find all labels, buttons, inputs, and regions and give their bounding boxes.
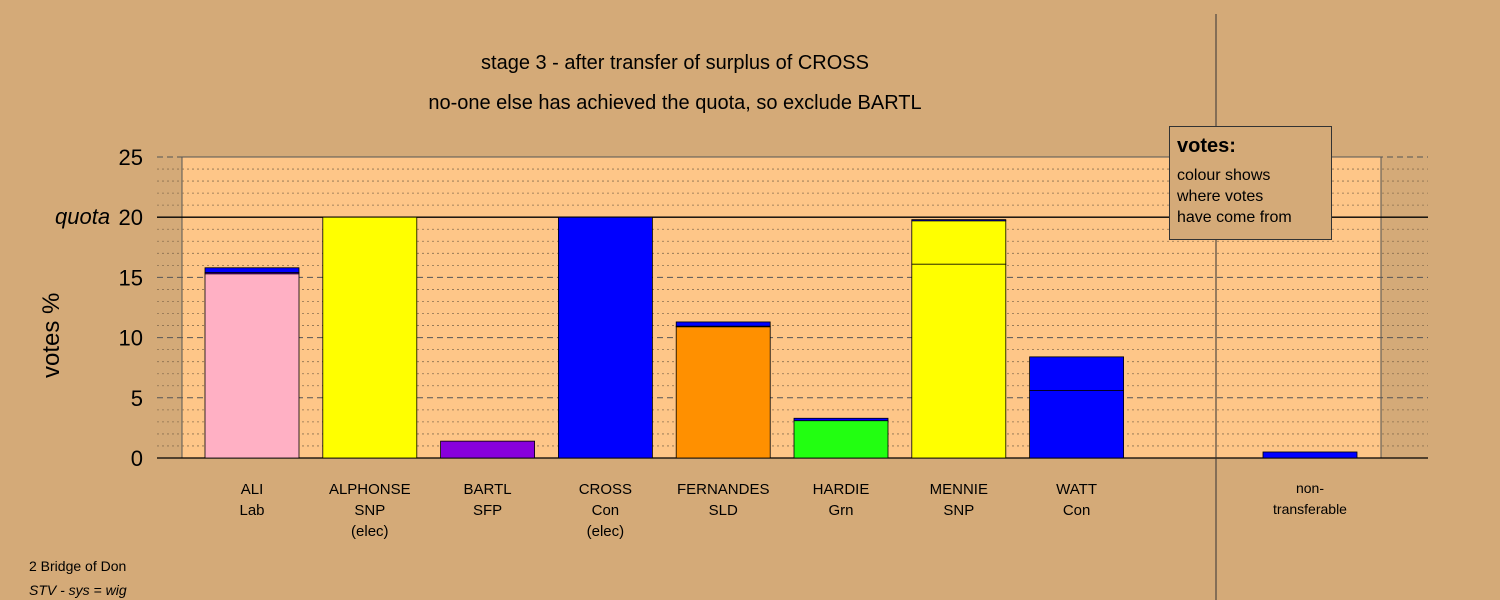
bar-mennie-segment: [911, 219, 1007, 222]
bar-watt-segment: [1029, 356, 1124, 391]
x-tick-label: CROSS: [579, 481, 632, 498]
y-axis-label: votes %: [38, 292, 65, 378]
y-axis: 0 5 10 15 20 25: [119, 145, 143, 471]
x-tick-label: MENNIE: [930, 481, 988, 498]
chart-title: stage 3 - after transfer of surplus of C…: [481, 52, 869, 74]
system-note: STV - sys = wig: [29, 582, 127, 598]
bar-hardie-segment: [793, 420, 889, 459]
legend-heading: votes:: [1177, 135, 1236, 157]
x-tick-label: FERNANDES: [677, 481, 770, 498]
x-tick-label: WATT: [1056, 481, 1097, 498]
x-tick-label: SLD: [709, 502, 738, 519]
x-tick-label: SNP: [354, 502, 385, 519]
bar-fernandes-segment: [675, 326, 771, 459]
x-tick-label: SNP: [943, 502, 974, 519]
legend-box: votes: colour shows where votes have com…: [1169, 126, 1332, 240]
bar-ali-segment: [204, 273, 300, 459]
x-tick-label: HARDIE: [813, 481, 870, 498]
x-tick-label: (elec): [351, 523, 389, 540]
x-tick-label: Lab: [239, 502, 264, 519]
bar-non-transferable-segment: [1262, 451, 1358, 459]
bar-watt-segment: [1029, 390, 1124, 459]
ward-name: 2 Bridge of Don: [29, 558, 127, 574]
bar-fernandes-segment: [675, 321, 771, 327]
x-tick-label: Con: [592, 502, 620, 519]
x-tick-label: transferable: [1273, 501, 1347, 517]
x-tick-label: ALI: [241, 481, 264, 498]
y-tick-label: 0: [131, 446, 143, 471]
bar-mennie-segment: [911, 263, 1007, 459]
x-tick-label: Grn: [828, 502, 853, 519]
x-tick-label: SFP: [473, 502, 502, 519]
legend-line: have come from: [1177, 209, 1292, 226]
bar-alphonse-segment: [322, 216, 418, 459]
bar-cross-segment: [558, 216, 653, 459]
y-tick-label: 20: [119, 205, 143, 230]
x-axis-labels: ALI Lab ALPHONSE SNP (elec) BARTL SFP CROSS Con (…: [239, 480, 1347, 540]
x-tick-label: non-: [1296, 480, 1324, 496]
legend-line: where votes: [1177, 188, 1264, 205]
x-tick-label: (elec): [587, 523, 625, 540]
bar-hardie-segment: [793, 417, 889, 422]
y-tick-label: 10: [119, 326, 143, 351]
y-tick-label: 5: [131, 386, 143, 411]
x-tick-label: ALPHONSE: [329, 481, 411, 498]
bar-ali-segment: [204, 267, 300, 273]
y-tick-label: 15: [119, 265, 143, 290]
quota-label: quota: [55, 204, 111, 229]
x-tick-label: Con: [1063, 502, 1091, 519]
bars: [204, 216, 1358, 459]
legend-line: colour shows: [1177, 167, 1271, 184]
y-tick-label: 25: [119, 145, 143, 170]
x-tick-label: BARTL: [464, 481, 512, 498]
bar-bartl-segment: [440, 440, 536, 459]
chart-subtitle: no-one else has achieved the quota, so e…: [428, 92, 922, 114]
bar-mennie-segment: [911, 220, 1007, 265]
